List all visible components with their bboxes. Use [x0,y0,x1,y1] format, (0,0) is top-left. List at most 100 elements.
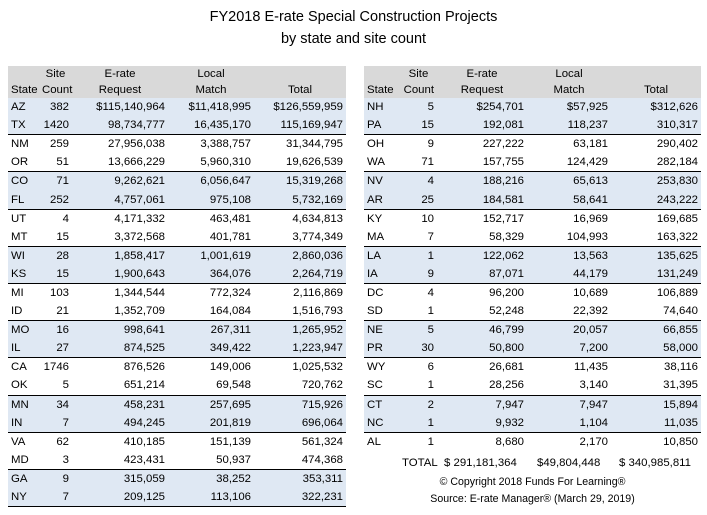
table-row: TX 1420 98,734,777 16,435,170 115,169,947 [8,116,346,136]
cell-erate-request: 1,344,544 [114,286,165,299]
cell-local-match: 69,548 [168,376,254,396]
cell-local-match: 5,960,310 [168,153,254,173]
cell-local-match: 7,200 [527,339,611,359]
cell-erate-request: 58,329 [437,227,527,247]
cell-state: OK [8,376,39,396]
cell-erate-request: 9,932 [437,413,527,433]
cell-local-match: 16,969 [573,212,608,225]
cell-erate-request: 423,431 [72,450,168,470]
cell-erate-request: 998,641 [72,320,168,340]
cell-local-match: 38,252 [168,469,254,488]
header-local-bottom: Match [195,84,227,96]
cell-erate-request: 1,352,709 [72,302,168,322]
cell-state: WY [367,361,386,374]
table-row: MA 7 58,329 104,993 163,322 [364,227,701,247]
table-row: NE 5 46,799 20,057 66,855 [364,320,701,340]
cell-state: ID [8,302,39,322]
cell-state: SD [364,302,400,322]
totals-total: $ 340,985,811 [619,457,691,469]
title-line-1: FY2018 E-rate Special Construction Proje… [209,9,498,25]
cell-site-count: 382 [39,98,72,117]
table-row: VA 62 410,185 151,139 561,324 [8,432,346,451]
totals-row: TOTAL $ 291,181,364 $49,804,448 $ 340,98… [364,455,694,471]
header-local-top: Local [197,68,225,80]
cell-state: IL [8,339,39,359]
cell-total: 1,265,952 [254,320,346,340]
cell-erate-request: 1,858,417 [72,246,168,265]
cell-total: 1,516,793 [254,302,346,322]
cell-local-match: 50,937 [168,450,254,470]
table-row: CT 2 7,947 7,947 15,894 [364,395,701,414]
table-row: PR 30 50,800 7,200 58,000 [364,339,701,359]
cell-erate-request: 96,200 [489,286,524,299]
cell-site-count: 3 [39,450,72,470]
cell-erate-request: 26,681 [489,361,524,374]
cell-site-count: 4 [427,286,434,299]
cell-state: NM [11,138,29,151]
cell-state: AL [367,435,381,448]
cell-site-count: 252 [39,190,72,210]
cell-erate-request: 3,372,568 [72,227,168,247]
header-state: State [364,66,400,98]
cell-erate-request: 52,248 [437,302,527,322]
cell-site-count: 34 [39,395,72,414]
cell-local-match: 975,108 [168,190,254,210]
header-erate-top: E-rate [466,68,498,80]
table-row: MO 16 998,641 267,311 1,265,952 [8,320,346,340]
cell-local-match: 44,179 [527,264,611,284]
table-row: WI 28 1,858,417 1,001,619 2,860,036 [8,246,346,265]
cell-local-match: 16,435,170 [168,116,254,136]
header-erate-bottom: Request [460,84,504,96]
cell-local-match: 3,388,757 [200,138,251,151]
cell-site-count: 71 [400,153,437,173]
cell-erate-request: 7,947 [437,395,527,414]
table-row: IL 27 874,525 349,422 1,223,947 [8,339,346,359]
cell-site-count: 1 [400,246,437,265]
cell-total: 715,926 [254,395,346,414]
cell-state: PR [364,339,400,359]
cell-total: 2,860,036 [254,246,346,265]
cell-total: 135,625 [611,246,701,265]
cell-total: 38,116 [664,361,698,374]
cell-local-match: 22,392 [527,302,611,322]
cell-state: WA [364,153,400,173]
source-note: Source: E-rate Manager® (March 29, 2019) [430,493,635,505]
cell-total: 2,264,719 [254,264,346,284]
cell-local-match: 13,563 [527,246,611,265]
cell-local-match: $57,925 [527,98,611,117]
cell-local-match: 65,613 [527,171,611,191]
cell-state: IN [8,413,39,433]
cell-site-count: 1 [427,435,434,448]
cell-site-count: 25 [400,190,437,210]
left-table-body: AZ 382 $115,140,964 $11,418,995 $126,559,959… [8,98,346,508]
cell-site-count: 9 [427,138,434,151]
cell-site-count: 21 [39,302,72,322]
cell-state: SC [364,376,400,396]
cell-total: 106,889 [656,286,698,299]
cell-local-match: 364,076 [168,264,254,284]
cell-erate-request: 876,526 [123,361,165,374]
table-row: LA 1 122,062 13,563 135,625 [364,246,701,265]
cell-site-count: 71 [39,171,72,191]
cell-local-match: 349,422 [168,339,254,359]
cell-total: 353,311 [254,469,346,488]
header-state: State [8,66,39,98]
table-row: NY 7 209,125 113,106 322,231 [8,487,346,508]
header-row: State Site Count E-rate Request Local Ma… [364,66,701,98]
cell-total: 163,322 [611,227,701,247]
cell-site-count: 1 [400,413,437,433]
cell-erate-request: 4,171,332 [114,212,165,225]
header-site-count: Site Count [39,66,72,98]
cell-site-count: 5 [400,98,437,117]
cell-local-match: 1,001,619 [168,246,254,265]
cell-erate-request: $115,140,964 [72,98,168,117]
cell-site-count: 4 [400,171,437,191]
cell-total: 19,626,539 [254,153,346,173]
table-row: NM 259 27,956,038 3,388,757 31,344,795 [8,135,346,154]
cell-total: 1,223,947 [254,339,346,359]
cell-total: 3,774,349 [254,227,346,247]
cell-site-count: 15 [400,116,437,136]
cell-total: 561,324 [301,435,343,448]
cell-state: TX [8,116,39,136]
cell-total: 243,222 [611,190,701,210]
